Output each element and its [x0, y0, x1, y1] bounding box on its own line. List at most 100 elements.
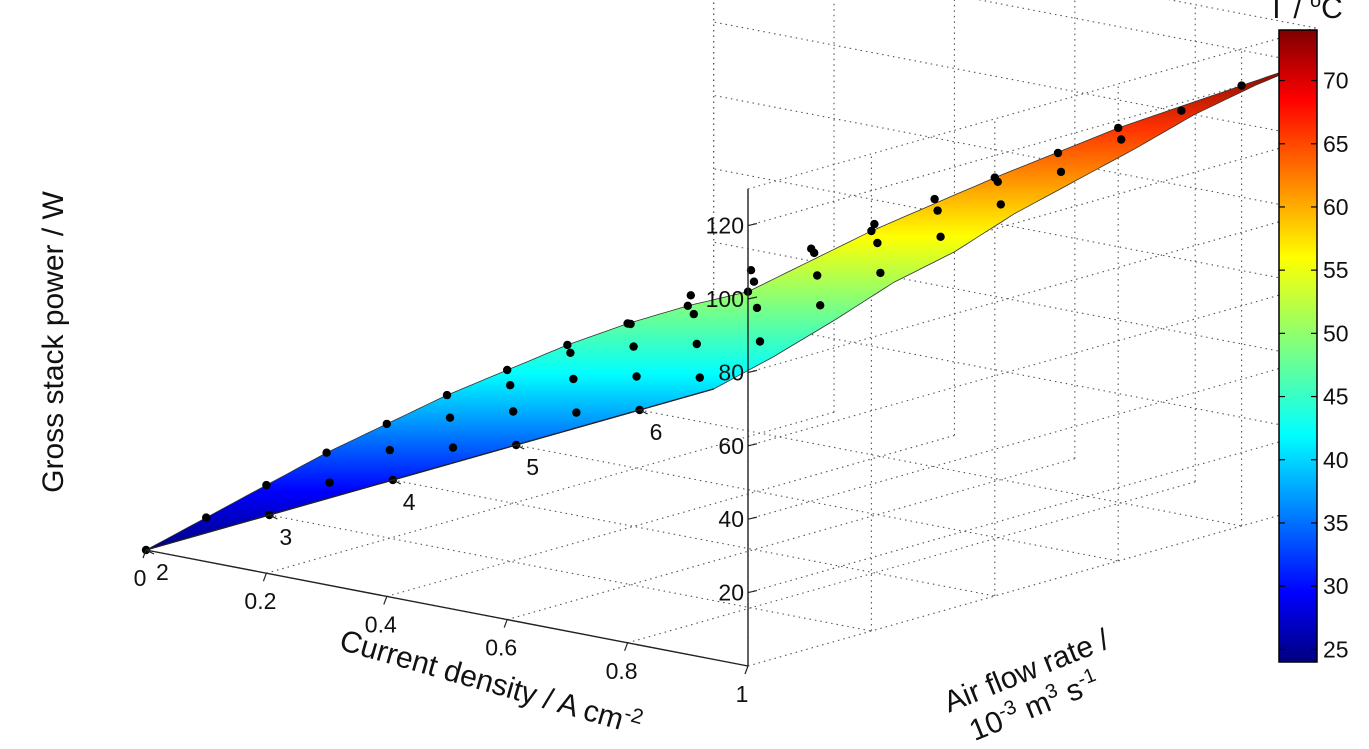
z-tick-mark — [747, 296, 758, 300]
grid-line-floor-y — [516, 444, 1119, 562]
z-tick-label: 80 — [718, 359, 744, 385]
colorbar-ramp — [1278, 29, 1318, 663]
data-point — [686, 291, 695, 300]
y-tick-label: 4 — [403, 489, 416, 515]
y-tick-label: 2 — [156, 559, 169, 585]
z-tick-label: 100 — [706, 286, 744, 312]
y-tick-mark — [145, 549, 155, 555]
y-tick-mark — [515, 444, 525, 450]
data-point — [936, 232, 945, 241]
z-tick-labels: 120 100 80 60 40 20 — [706, 213, 744, 606]
colorbar-tick-label: 40 — [1323, 447, 1349, 473]
x-tick-mark — [503, 619, 508, 628]
z-tick-mark — [747, 516, 758, 520]
data-point — [1053, 148, 1063, 158]
data-point — [692, 339, 701, 349]
x-tick-mark — [744, 665, 749, 675]
data-point — [933, 206, 942, 215]
data-point — [503, 365, 512, 375]
data-point — [445, 413, 455, 422]
x-tick-label: 0 — [134, 565, 147, 591]
grid-line-back-z — [747, 431, 1316, 594]
axes — [142, 188, 758, 675]
data-point — [572, 408, 581, 417]
z-tick-label: 60 — [718, 433, 744, 459]
data-point — [382, 419, 391, 429]
data-point — [1056, 167, 1066, 177]
data-point — [810, 248, 819, 258]
grid-line-floor-y — [269, 514, 872, 632]
data-point — [1237, 81, 1246, 90]
x-tick-mark — [383, 596, 388, 605]
x-tick-mark — [262, 572, 267, 582]
data-point — [442, 390, 452, 400]
data-point — [322, 448, 331, 457]
colorbar-tick-label: 30 — [1323, 573, 1349, 599]
data-point — [695, 373, 704, 382]
data-point — [749, 277, 759, 286]
data-point — [876, 268, 885, 278]
grid-line-side-z — [713, 21, 1316, 139]
z-tick-label: 120 — [706, 213, 744, 239]
data-point — [867, 226, 876, 236]
data-point — [873, 238, 882, 248]
data-point — [755, 337, 765, 346]
data-point — [746, 266, 756, 275]
grid-line-floor-x — [507, 458, 1075, 621]
z-tick-mark — [747, 369, 758, 373]
y-tick-labels: 2 3 4 5 6 — [156, 419, 662, 585]
data-point — [996, 200, 1005, 209]
colorbar-ticks: 70 65 60 55 50 45 40 35 30 25 — [1279, 68, 1349, 662]
x-tick-labels: 1 0.8 0.6 0.4 0.2 0 — [134, 565, 749, 707]
grid-box-edge — [1167, 0, 1316, 29]
colorbar: 70 65 60 55 50 45 40 35 30 25 T / oC — [1267, 0, 1349, 663]
data-point — [566, 348, 575, 357]
z-tick-label: 40 — [718, 506, 744, 532]
data-point — [683, 301, 692, 310]
x-tick-label: 0.6 — [485, 635, 517, 661]
colorbar-tick-label: 65 — [1323, 131, 1349, 157]
colorbar-tick-label: 25 — [1323, 636, 1349, 662]
colorbar-tick-label: 35 — [1323, 510, 1349, 536]
data-point — [509, 407, 518, 416]
colorbar-label-unit: C — [1321, 0, 1343, 25]
colorbar-tick-label: 70 — [1323, 68, 1349, 94]
y-tick-label: 6 — [650, 419, 663, 445]
z-tick-mark — [747, 223, 758, 227]
colorbar-label-main: T / — [1267, 0, 1310, 25]
data-point — [506, 381, 515, 390]
grid-line-floor-x — [747, 504, 1316, 667]
data-point — [448, 443, 458, 452]
data-point — [870, 219, 879, 229]
data-point — [1117, 135, 1126, 144]
x-axis-line — [145, 549, 749, 667]
x-tick-mark — [624, 642, 629, 652]
data-point — [563, 340, 572, 350]
x-tick-label: 0.8 — [606, 658, 638, 684]
y-axis-line — [145, 388, 714, 551]
colorbar-label: T / oC — [1267, 0, 1343, 25]
colorbar-tick-label: 45 — [1323, 384, 1349, 410]
y-axis-label: Air flow rate / 10-3 m3 s-1 — [939, 623, 1114, 748]
data-point — [626, 319, 635, 329]
data-point — [813, 271, 822, 280]
z-tick-label: 20 — [718, 580, 744, 606]
grid-line-floor-x — [266, 411, 835, 574]
y-tick-mark — [392, 479, 402, 485]
colorbar-tick-label: 60 — [1323, 194, 1349, 220]
z-axis-label: Gross stack power / W — [37, 190, 70, 492]
x-tick-label: 0.2 — [244, 588, 276, 614]
y-tick-mark — [269, 514, 278, 520]
data-point — [202, 513, 211, 522]
grid-line-side-z — [977, 0, 1316, 66]
x-tick-label: 0.4 — [365, 611, 397, 637]
data-point — [1114, 123, 1123, 133]
data-point — [930, 194, 939, 204]
x-axis-label-main: Current density / A cm — [336, 624, 627, 737]
grid-line-back-z — [747, 357, 1316, 520]
data-point — [325, 478, 334, 487]
data-point — [262, 480, 271, 490]
data-point — [632, 372, 641, 381]
grid-line-floor-y — [392, 479, 995, 597]
